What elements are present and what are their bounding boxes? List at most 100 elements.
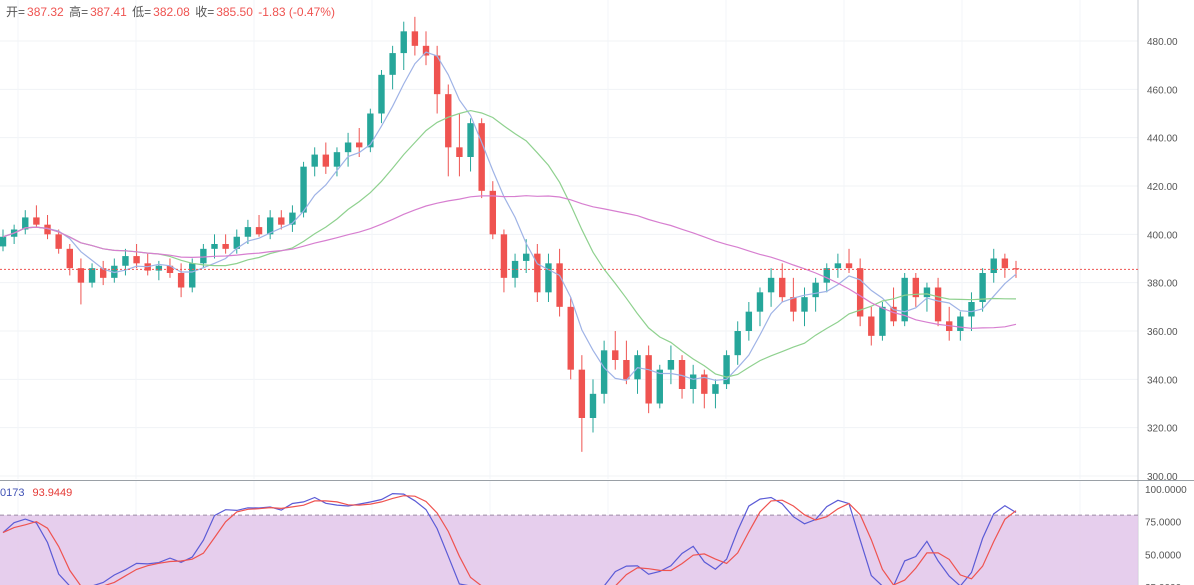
osc-tick-label: 100.0000 <box>1145 485 1187 496</box>
candle-body <box>845 263 853 269</box>
candle-body <box>400 31 407 54</box>
candle-body <box>901 277 908 322</box>
candle-body <box>389 53 396 75</box>
candle-body <box>244 227 252 237</box>
change-value: -1.83 (-0.47%) <box>258 5 335 19</box>
candle-body <box>200 248 207 264</box>
close-label: 收= <box>195 5 215 19</box>
candle-body <box>356 142 363 148</box>
candle-body <box>923 287 931 298</box>
ma-mid-line <box>2 109 1017 378</box>
candle-body <box>378 74 385 114</box>
candle-body <box>912 277 920 298</box>
candle-body <box>656 369 663 404</box>
candle-body <box>1001 258 1009 269</box>
candle-body <box>478 123 485 191</box>
candle-body <box>801 297 808 312</box>
candle-body <box>222 244 229 249</box>
candle-body <box>790 297 797 312</box>
candle-body <box>177 273 185 288</box>
candle-body <box>667 360 675 370</box>
ohlc-legend: 开= 387.32 高= 387.41 低= 382.08 收= 385.50 -1.8… <box>6 3 337 20</box>
candle-body <box>467 123 474 157</box>
close-value: 385.50 <box>216 5 253 19</box>
candle-body <box>734 331 741 356</box>
candle-body <box>589 393 597 418</box>
osc-d-line <box>2 495 1017 585</box>
candle-body <box>767 277 775 293</box>
candle-body <box>189 263 196 288</box>
candle-body <box>723 355 730 385</box>
candle-body <box>678 360 686 389</box>
candle-body <box>211 244 218 249</box>
candle-body <box>433 55 441 95</box>
candle-body <box>422 45 430 56</box>
osc-k-line <box>2 492 1017 585</box>
candle-body <box>22 217 29 230</box>
candle-body <box>33 217 40 225</box>
candle-body <box>689 374 697 389</box>
candle-body <box>278 217 285 225</box>
candle-body <box>344 142 352 153</box>
candle-body <box>567 306 574 370</box>
candle-body <box>545 263 552 293</box>
candle-body <box>701 374 708 394</box>
candle-body <box>990 258 997 273</box>
candle-body <box>879 306 886 336</box>
low-value: 382.08 <box>153 5 190 19</box>
candle-body <box>868 316 875 336</box>
candle-body <box>300 166 307 213</box>
candle-body <box>712 384 719 394</box>
candle-body <box>333 152 341 167</box>
candle-body <box>856 268 864 317</box>
candle-body <box>812 282 819 298</box>
candle-body <box>556 263 563 307</box>
candle-body <box>500 234 508 278</box>
price-tick-label: 300.00 <box>1147 472 1178 483</box>
candle-body <box>612 350 619 360</box>
candle-body <box>55 234 62 249</box>
price-tick-label: 440.00 <box>1147 134 1178 145</box>
price-tick-label: 380.00 <box>1147 279 1178 290</box>
candle-body <box>890 306 897 322</box>
candle-body <box>44 224 51 235</box>
candle-body <box>578 369 586 418</box>
candle-body <box>756 292 764 312</box>
price-tick-label: 360.00 <box>1147 327 1178 338</box>
candle-body <box>311 154 318 167</box>
candle-body <box>66 248 73 269</box>
open-label: 开= <box>6 5 26 19</box>
candle-body <box>133 256 140 264</box>
candle-body <box>122 256 129 266</box>
candle-body <box>968 302 975 317</box>
oscillator-legend: 0173 93.9449 <box>0 487 72 499</box>
candle-body <box>155 265 163 271</box>
osc-tick-label: 75.0000 <box>1145 518 1182 529</box>
open-value: 387.32 <box>27 5 64 19</box>
candle-body <box>111 265 118 278</box>
candle-body <box>957 316 964 331</box>
candle-body <box>489 190 497 235</box>
candle-body <box>779 277 786 298</box>
osc-k-value: 0173 <box>0 487 25 499</box>
price-tick-label: 400.00 <box>1147 230 1178 241</box>
osc-tick-label: 50.0000 <box>1145 550 1182 561</box>
overbought-oversold-band <box>0 515 1138 585</box>
osc-d-value: 93.9449 <box>32 487 73 499</box>
candle-body <box>255 227 263 235</box>
candle-body <box>600 350 608 394</box>
candle-body <box>77 268 85 283</box>
candle-body <box>233 236 240 249</box>
candle-body <box>511 260 519 278</box>
candle-body <box>823 268 830 283</box>
candle-body <box>522 253 530 261</box>
candle-body <box>534 253 541 293</box>
candle-body <box>456 147 463 157</box>
candle-body <box>623 360 630 380</box>
candle-body <box>445 94 452 148</box>
price-tick-label: 480.00 <box>1147 37 1178 48</box>
candle-body <box>834 263 842 269</box>
candle-body <box>979 273 986 302</box>
price-tick-label: 340.00 <box>1147 375 1178 386</box>
